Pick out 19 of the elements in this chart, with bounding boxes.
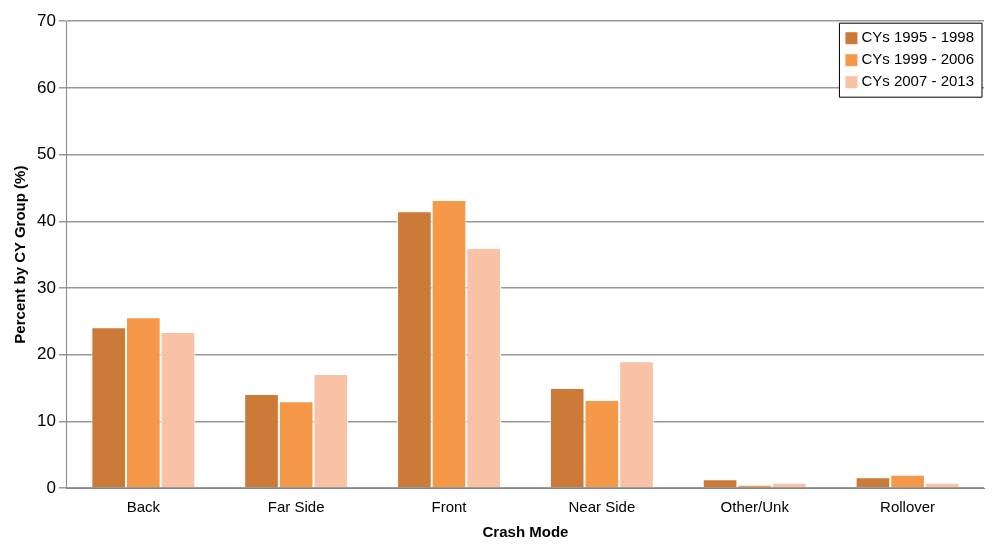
y-tick-label: 20 [36, 344, 56, 364]
y-tick-label: 50 [36, 144, 56, 164]
x-tick-label: Back [126, 498, 161, 516]
x-tick-label: Far Side [267, 498, 325, 516]
legend-label: CYs 1995 - 1998 [861, 28, 974, 46]
x-tick-label: Front [431, 498, 468, 516]
y-tick-label: 60 [36, 77, 56, 97]
legend-label: CYs 1999 - 2006 [861, 50, 974, 68]
y-tick-label: 0 [46, 477, 56, 497]
legend-label: CYs 2007 - 2013 [861, 72, 974, 90]
x-axis-title: Crash Mode [482, 523, 569, 541]
x-tick-label: Rollover [880, 498, 936, 516]
y-tick-label: 10 [36, 411, 56, 430]
y-axis-title: Percent by CY Group (%) [11, 165, 29, 344]
x-tick-label: Other/Unk [720, 498, 790, 516]
x-tick-label: Near Side [568, 498, 636, 516]
y-tick-label: 30 [36, 277, 56, 297]
y-tick-label: 40 [36, 210, 56, 230]
y-tick-label: 70 [36, 10, 56, 30]
